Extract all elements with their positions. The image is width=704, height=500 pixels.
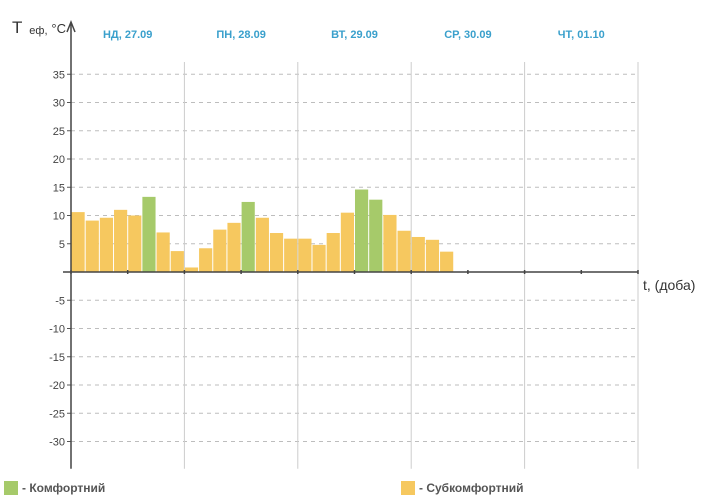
legend-comfort-label: - Комфортний	[22, 481, 106, 495]
y-axis-arrow	[66, 19, 76, 33]
bar	[425, 239, 440, 272]
bar	[255, 217, 269, 272]
bar	[298, 238, 312, 272]
bar	[340, 212, 354, 272]
bar	[312, 244, 326, 272]
y-axis-title-unit: °C	[51, 21, 66, 36]
legend-subcomfort: - Субкомфортний	[401, 481, 524, 495]
bar	[156, 232, 170, 272]
bar	[128, 215, 142, 272]
bar	[199, 248, 213, 272]
day-label: НД, 27.09	[103, 29, 152, 41]
y-tick-label: 20	[53, 154, 65, 166]
day-label: СР, 30.09	[444, 29, 491, 41]
bar	[85, 220, 99, 272]
axes	[63, 19, 639, 469]
y-tick-label: -30	[49, 437, 65, 449]
temperature-chart: 35 30 25 20 15 10 5 -5 -10 -15 -20 -25 -30 НД, 27.09 П…	[12, 18, 695, 469]
bars	[71, 189, 454, 272]
legend-comfort-swatch	[4, 481, 18, 495]
grid	[71, 62, 639, 469]
legend-subcomfort-swatch	[401, 481, 415, 495]
bar	[383, 214, 397, 272]
day-label: ВТ, 29.09	[331, 29, 378, 41]
bar	[397, 230, 411, 272]
bar	[326, 233, 340, 272]
bar	[170, 251, 184, 272]
bar	[71, 212, 85, 272]
bar	[269, 233, 284, 272]
y-tick-label: -15	[49, 352, 65, 364]
y-tick-label: 35	[53, 69, 65, 81]
y-tick-label: 25	[53, 126, 65, 138]
bar	[142, 196, 156, 272]
day-label: ПН, 28.09	[216, 29, 266, 41]
y-axis-title-sub: еф,	[29, 25, 47, 37]
y-axis-title-main: T	[12, 18, 22, 37]
y-tick-label: 5	[59, 239, 65, 251]
x-axis-title: t, (доба)	[643, 277, 695, 293]
bar	[284, 238, 298, 272]
y-tick-label: -5	[55, 295, 65, 307]
bar	[99, 217, 114, 272]
bar	[440, 251, 454, 272]
y-tick-label: 15	[53, 182, 65, 194]
bar	[369, 199, 383, 272]
y-tick-label: 10	[53, 211, 65, 223]
labels: 35 30 25 20 15 10 5 -5 -10 -15 -20 -25 -30 НД, 27.09 П…	[49, 29, 605, 449]
bar	[184, 267, 199, 272]
y-tick-label: 30	[53, 98, 65, 110]
day-label: ЧТ, 01.10	[558, 29, 605, 41]
bar	[114, 209, 128, 272]
y-axis-title: T еф, °C	[12, 18, 66, 37]
legend-comfort: - Комфортний	[4, 481, 105, 495]
bar	[355, 189, 369, 272]
y-tick-label: -20	[49, 380, 65, 392]
bar	[241, 201, 255, 272]
y-tick-label: -25	[49, 408, 65, 420]
bar	[411, 236, 425, 272]
bar	[227, 222, 241, 272]
y-tick-label: -10	[49, 324, 65, 336]
bar	[213, 229, 227, 272]
legend-subcomfort-label: - Субкомфортний	[419, 481, 524, 495]
